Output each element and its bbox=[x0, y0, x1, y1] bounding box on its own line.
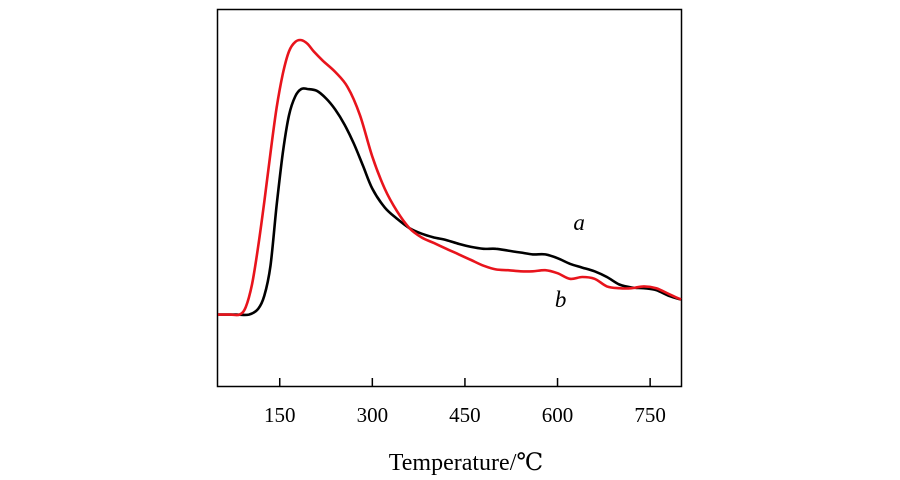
series-line-a bbox=[217, 87, 682, 317]
x-tick-label-750: 750 bbox=[634, 403, 666, 427]
x-tick-label-450: 450 bbox=[449, 403, 481, 427]
x-axis-title: Temperature/℃ bbox=[389, 450, 543, 476]
x-tick-label-600: 600 bbox=[542, 403, 574, 427]
x-tick-labels: 150 300 450 600 750 bbox=[264, 403, 666, 427]
series-line-b bbox=[217, 38, 682, 317]
x-tick-label-150: 150 bbox=[264, 403, 296, 427]
x-tick-label-300: 300 bbox=[357, 403, 389, 427]
series-label-b: b bbox=[555, 287, 567, 312]
series-label-a: a bbox=[573, 210, 585, 235]
series-lines bbox=[217, 38, 682, 317]
series-annotations: ab bbox=[555, 210, 585, 312]
plot-frame bbox=[216, 8, 683, 388]
x-ticks bbox=[278, 378, 651, 386]
